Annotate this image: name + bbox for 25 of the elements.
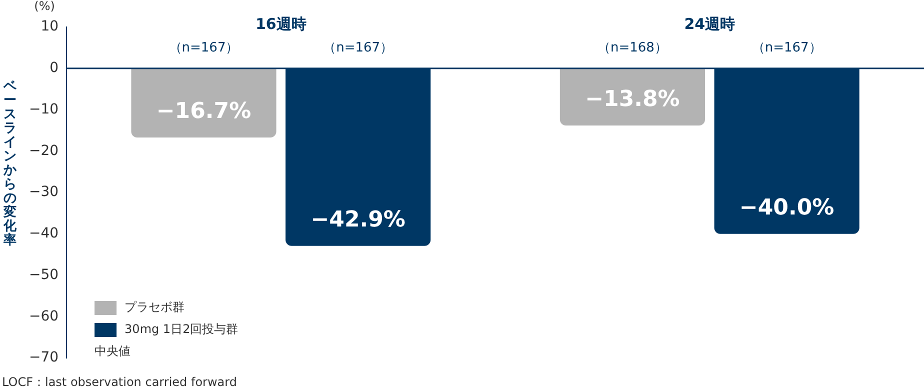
x-tick-label: 24週時 <box>684 14 736 33</box>
y-tick-label: −60 <box>29 308 59 324</box>
text: (%) <box>34 0 55 14</box>
y-tick-label: −20 <box>29 142 59 159</box>
data-label: −40.0% <box>739 196 834 221</box>
y-tick-label: −70 <box>29 350 59 366</box>
annotation: （n=167） <box>752 40 822 56</box>
y-tick-label: 10 <box>40 18 59 35</box>
text: LOCF：last observation carried forward <box>2 375 237 390</box>
data-label: −16.7% <box>156 99 252 124</box>
data-label: −42.9% <box>310 208 406 233</box>
annotation: 中央値 <box>94 344 131 358</box>
annotation: （n=168） <box>597 40 668 56</box>
y-tick-label: −10 <box>29 101 59 118</box>
y-tick-label: −30 <box>29 184 59 200</box>
annotation: （n=167） <box>323 40 394 56</box>
y-tick-label: −40 <box>29 226 59 242</box>
x-tick-label: 16週時 <box>255 14 306 33</box>
text: ベースラインからの変化率 <box>4 79 16 248</box>
legend-label: プラセボ群 <box>124 300 185 314</box>
annotation: （n=167） <box>168 40 239 56</box>
y-tick-label: 0 <box>50 60 59 76</box>
legend-label: 30mg 1日2回投与群 <box>124 322 238 336</box>
data-label: −13.8% <box>585 87 680 112</box>
y-tick-label: −50 <box>29 266 59 283</box>
